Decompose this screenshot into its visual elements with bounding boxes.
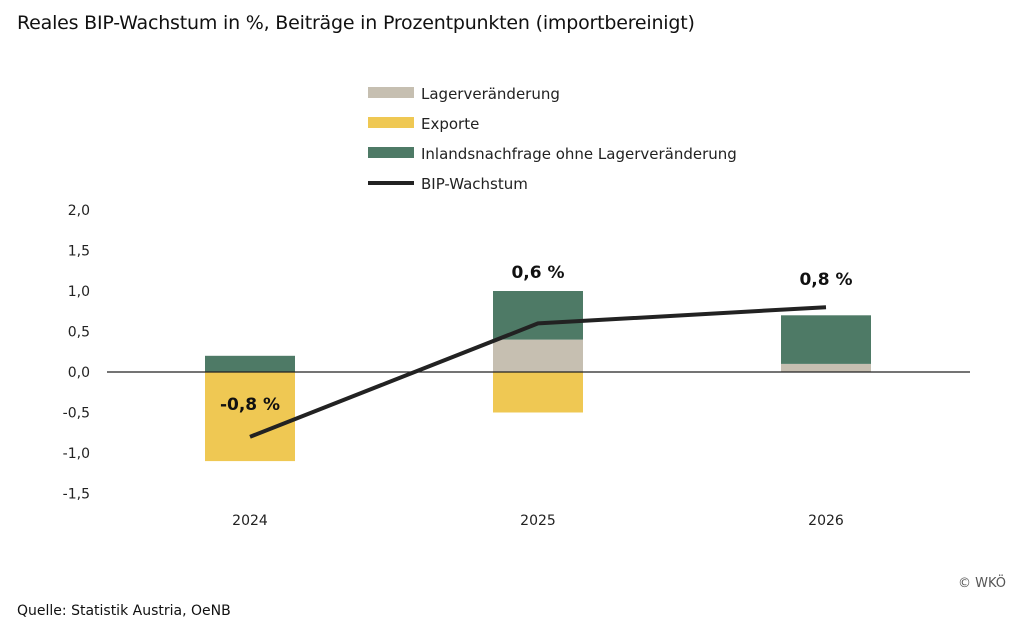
legend-swatch [368,117,414,128]
bar-lagerver-nderung-2026 [781,363,871,372]
y-tick-label: 1,0 [68,284,90,300]
data-label: -0,8 % [220,395,280,415]
x-tick-label: 2025 [520,513,556,529]
y-tick-label: 0,5 [68,325,90,341]
y-tick-label: -0,5 [63,406,90,422]
y-tick-label: 2,0 [68,203,90,219]
legend-label: Lagerveränderung [421,85,560,103]
y-tick-label: -1,0 [63,446,90,462]
copyright: © WKÖ [957,576,1006,591]
bip-growth-line [249,305,827,439]
bar-exporte-2024 [205,372,295,462]
bar-exporte-2025 [493,372,583,413]
y-tick-label: -1,5 [63,487,90,503]
legend-label: Exporte [421,115,479,133]
y-tick-label: 1,5 [68,244,90,260]
bar-inlandsnachfrage-ohne-lagerver-nderung-2026 [781,315,871,364]
legend-label: BIP-Wachstum [421,175,528,193]
bar-lagerver-nderung-2025 [493,339,583,372]
y-tick-label: 0,0 [68,365,90,381]
x-tick-label: 2024 [232,513,268,529]
x-tick-label: 2026 [808,513,844,529]
data-label: 0,6 % [511,263,564,283]
data-label: 0,8 % [799,270,852,290]
bar-inlandsnachfrage-ohne-lagerver-nderung-2025 [493,291,583,340]
source-note: Quelle: Statistik Austria, OeNB [17,603,231,619]
legend-label: Inlandsnachfrage ohne Lagerveränderung [421,145,737,163]
legend-swatch [368,87,414,98]
chart-title: Reales BIP-Wachstum in %, Beiträge in Pr… [17,12,695,34]
bar-inlandsnachfrage-ohne-lagerver-nderung-2024 [205,355,295,372]
legend-swatch [368,147,414,158]
